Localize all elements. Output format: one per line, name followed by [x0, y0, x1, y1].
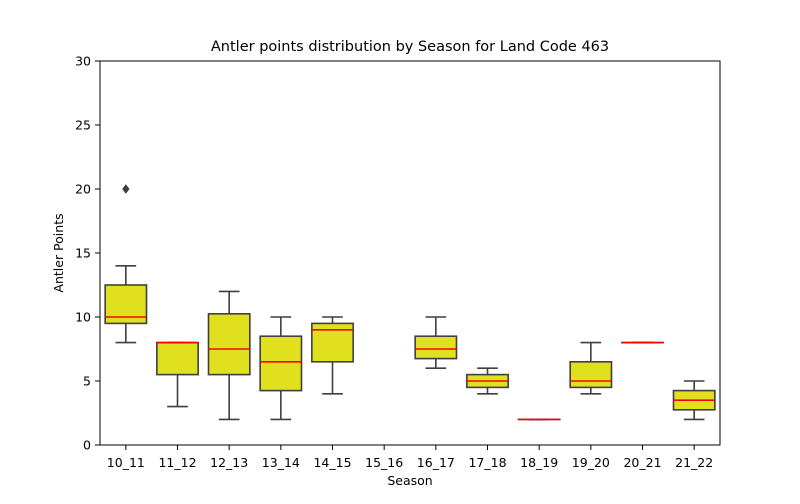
chart-title: Antler points distribution by Season for… [211, 39, 609, 55]
box-group-12_13 [209, 291, 250, 419]
box-body [415, 336, 456, 358]
plot-area [105, 185, 715, 420]
box-group-19_20 [570, 343, 611, 394]
x-tick-label: 17_18 [468, 455, 506, 470]
y-tick-label: 5 [83, 374, 91, 389]
x-tick-label: 20_21 [623, 455, 661, 470]
x-tick-label: 19_20 [572, 455, 610, 470]
x-tick-label: 14_15 [313, 455, 351, 470]
x-tick-label: 21_22 [675, 455, 713, 470]
box-body [157, 343, 198, 375]
x-tick-label: 10_11 [107, 455, 145, 470]
y-axis-label: Antler Points [51, 213, 66, 292]
y-tick-label: 0 [83, 438, 91, 453]
outlier-point [122, 185, 129, 194]
y-tick-label: 20 [75, 182, 91, 197]
y-tick-label: 10 [75, 310, 91, 325]
x-tick-label: 18_19 [520, 455, 558, 470]
x-tick-label: 15_16 [365, 455, 403, 470]
box-group-10_11 [105, 185, 146, 343]
box-body [209, 314, 250, 375]
y-tick-label: 15 [75, 246, 91, 261]
box-group-11_12 [157, 343, 198, 407]
box-group-16_17 [415, 317, 456, 368]
x-axis-label: Season [387, 473, 432, 488]
box-body [570, 362, 611, 388]
box-group-21_22 [674, 381, 715, 419]
x-tick-label: 12_13 [210, 455, 248, 470]
box-group-17_18 [467, 368, 508, 394]
plot-frame [100, 61, 720, 445]
y-tick-label: 25 [75, 118, 91, 133]
axes: 0 5 10 15 20 25 30 10_11 11_12 12_13 13_14 14_15 15_… [75, 54, 720, 471]
box-group-13_14 [260, 317, 301, 419]
box-body [260, 336, 301, 390]
y-tick-label: 30 [75, 54, 91, 69]
x-tick-label: 13_14 [262, 455, 300, 470]
x-tick-label: 16_17 [417, 455, 455, 470]
box-group-14_15 [312, 317, 353, 394]
x-tick-label: 11_12 [158, 455, 196, 470]
